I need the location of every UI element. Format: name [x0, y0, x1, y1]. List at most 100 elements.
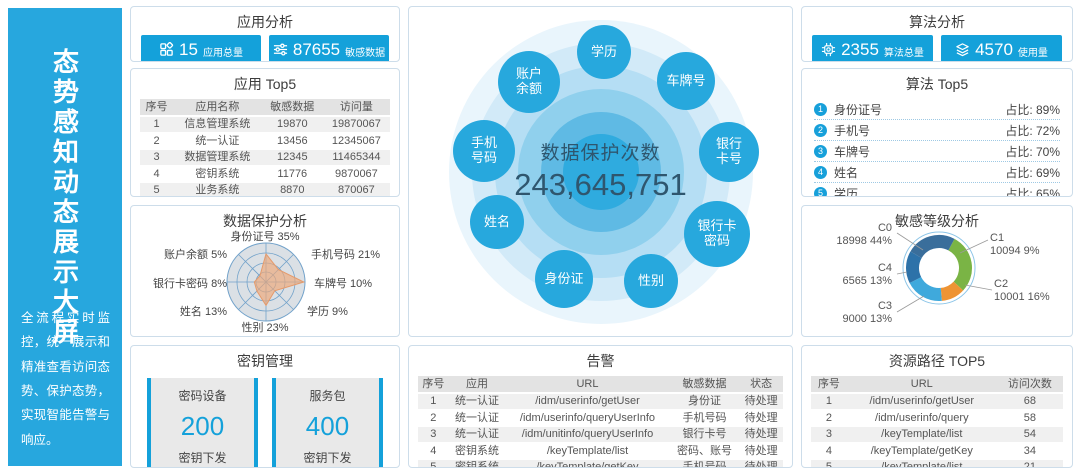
bubble-bankpwd: 银行卡 密码 [684, 201, 750, 267]
algo-total-value: 2355 [841, 39, 879, 59]
key-card-value: 200 [180, 411, 225, 441]
table-cell: /idm/userinfo/query [875, 411, 969, 424]
table-row: 3 数据管理系统 12345 11465344 [140, 150, 390, 165]
algo-ratio: 占比: 69% [1005, 165, 1060, 180]
algo-name: 车牌号 [834, 144, 871, 159]
table-cell: 11776 [277, 167, 308, 180]
panel-data-protection-radar: 数据保护分析 身份证号 35% 手机号码 21% 车牌号 10% 学历 9% 性… [130, 205, 400, 337]
table-cell: 19870 [261, 117, 323, 132]
table-cell: 2 [825, 411, 832, 424]
table-row: 5 密钥系统/keyTemplate/getKey 手机号码 待处理 [418, 460, 783, 467]
donut-segment-C3 [909, 276, 942, 301]
table-cell: 13456 [277, 134, 308, 147]
panel-app-top5: 应用 Top5 序号 应用名称 敏感数据 访问量 1 信息管理系统 19870 1987006… [130, 68, 400, 197]
panel-algo-top5: 算法 Top5 1 身份证号 占比: 89% 2 手机号 占比: 72% 3 车牌号 占比: 7… [801, 68, 1073, 197]
table-cell: 4 [153, 167, 160, 180]
sensitive-data-value: 87655 [292, 39, 341, 59]
bubble-phone: 手机 号码 [453, 120, 515, 182]
rank-badge: 5 [814, 186, 827, 196]
panel-title: 密钥管理 [237, 353, 293, 369]
bubble-balance: 账户 余额 [498, 51, 560, 113]
app-total-value: 15 [179, 39, 198, 59]
table-cell: 4 [825, 444, 832, 457]
panel-title: 应用分析 [237, 14, 293, 30]
table-cell: 8870 [261, 183, 323, 196]
table-row: 1 信息管理系统 19870 19870067 [140, 117, 390, 132]
panel-title: 算法 Top5 [905, 76, 969, 92]
column-header: 应用 [448, 376, 506, 392]
table-cell: /keyTemplate/getKey [505, 460, 670, 467]
algo-ratio: 占比: 65% [1005, 186, 1060, 197]
table-cell: /idm/userinfo/queryUserInfo [519, 411, 656, 424]
panel-protection-bubbles: 数据保护次数 243,645,751 学历 车牌号 银行 卡号 银行卡 密码 性… [408, 6, 793, 337]
table-cell: 统一认证 [455, 411, 500, 424]
radar-grid [226, 242, 306, 322]
algo-name: 学历 [834, 186, 859, 197]
panel-resource-top5: 资源路径 TOP5 序号 URL 访问次数 1/idm/userinfo/getUse… [801, 345, 1073, 468]
panel-key-management: 密钥管理 密码设备 200 密钥下发 服务包 400 密钥下发 [130, 345, 400, 468]
panel-sensitivity-donut: 敏感等级分析 C0 18998 44% C1 10094 9% C2 10001 16… [801, 205, 1073, 337]
table-cell: /keyTemplate/list [546, 444, 629, 457]
algo-usage-value: 4570 [975, 39, 1013, 59]
key-card-name: 服务包 [309, 389, 346, 403]
key-card-action: 密钥下发 [178, 451, 227, 465]
table-header-row: 序号 应用名称 敏感数据 访问量 [140, 99, 390, 115]
donut-segment-C1 [947, 238, 972, 291]
table-cell: 12345 [261, 150, 323, 165]
table-cell: /keyTemplate/list [846, 427, 997, 442]
table-cell: 2 [153, 134, 160, 147]
table-row: 3/keyTemplate/list 54 [811, 427, 1063, 442]
table-cell: 19870067 [322, 117, 390, 132]
table-row: 5 业务系统 8870 870067 [140, 183, 390, 196]
column-header: 访问次数 [996, 376, 1063, 392]
table-cell: 身份证 [669, 394, 740, 409]
table-cell: 870067 [322, 183, 390, 196]
key-card-device[interactable]: 密码设备 200 密钥下发 [147, 378, 258, 467]
panel-title: 数据保护分析 [223, 213, 307, 229]
radar-label-phone: 手机号码 21% [311, 249, 381, 261]
column-header: 序号 [811, 376, 847, 392]
app-top5-table: 序号 应用名称 敏感数据 访问量 1 信息管理系统 19870 19870067 2 统一认证 13… [140, 97, 390, 196]
column-header: 敏感数据 [669, 376, 740, 392]
table-cell: 3 [140, 150, 173, 165]
algo-top5-item: 5 学历 占比: 65% [814, 183, 1060, 197]
table-cell: 34 [1023, 444, 1036, 457]
table-cell: 业务系统 [173, 183, 262, 196]
table-cell: 待处理 [739, 427, 783, 442]
resource-top5-table: 序号 URL 访问次数 1/idm/userinfo/getUser 68 2/idm/u… [811, 374, 1063, 467]
algo-top5-item: 4 姓名 占比: 69% [814, 162, 1060, 183]
alerts-table: 序号 应用 URL 敏感数据 状态 1 统一认证/idm/userinfo/getUser 身… [418, 374, 783, 467]
table-cell: 9870067 [334, 167, 378, 180]
table-cell: 待处理 [744, 444, 778, 457]
table-cell: 数据管理系统 [173, 150, 262, 165]
table-cell: 68 [996, 394, 1063, 409]
donut-label-c0: C0 18998 44% [836, 222, 892, 247]
donut-label-c4: C4 6565 13% [842, 262, 892, 287]
column-header: URL [846, 376, 997, 392]
column-header: 序号 [418, 376, 449, 392]
algo-usage-stat[interactable]: 4570 使用量 [941, 35, 1062, 61]
algo-total-stat[interactable]: 2355 算法总量 [812, 35, 933, 61]
rank-badge: 3 [814, 144, 827, 158]
panel-title: 告警 [586, 353, 615, 369]
app-total-stat[interactable]: 15 应用总量 [141, 35, 261, 61]
table-cell: /keyTemplate/getKey [870, 444, 973, 457]
table-cell: 58 [1023, 411, 1036, 424]
radar-label-gender: 性别 23% [241, 322, 289, 334]
table-cell: /idm/userinfo/getUser [846, 394, 997, 409]
donut-segment-C0 [910, 235, 955, 259]
sensitive-data-label: 敏感数据 [345, 47, 386, 59]
key-card-value: 400 [305, 411, 350, 441]
table-cell: 21 [996, 460, 1063, 467]
column-header: 状态 [739, 376, 783, 392]
algo-ratio: 占比: 70% [1005, 144, 1060, 159]
table-cell: 信息管理系统 [173, 117, 262, 132]
table-row: 1 统一认证/idm/userinfo/getUser 身份证 待处理 [418, 394, 783, 409]
protection-count-label: 数据保护次数 [540, 142, 661, 164]
donut-chart [896, 231, 993, 313]
algo-ratio: 占比: 89% [1005, 102, 1060, 117]
column-header: 应用名称 [173, 99, 262, 115]
sensitive-data-stat[interactable]: 87655 敏感数据 [269, 35, 389, 61]
algo-usage-label: 使用量 [1017, 47, 1048, 59]
key-card-service[interactable]: 服务包 400 密钥下发 [272, 378, 383, 467]
